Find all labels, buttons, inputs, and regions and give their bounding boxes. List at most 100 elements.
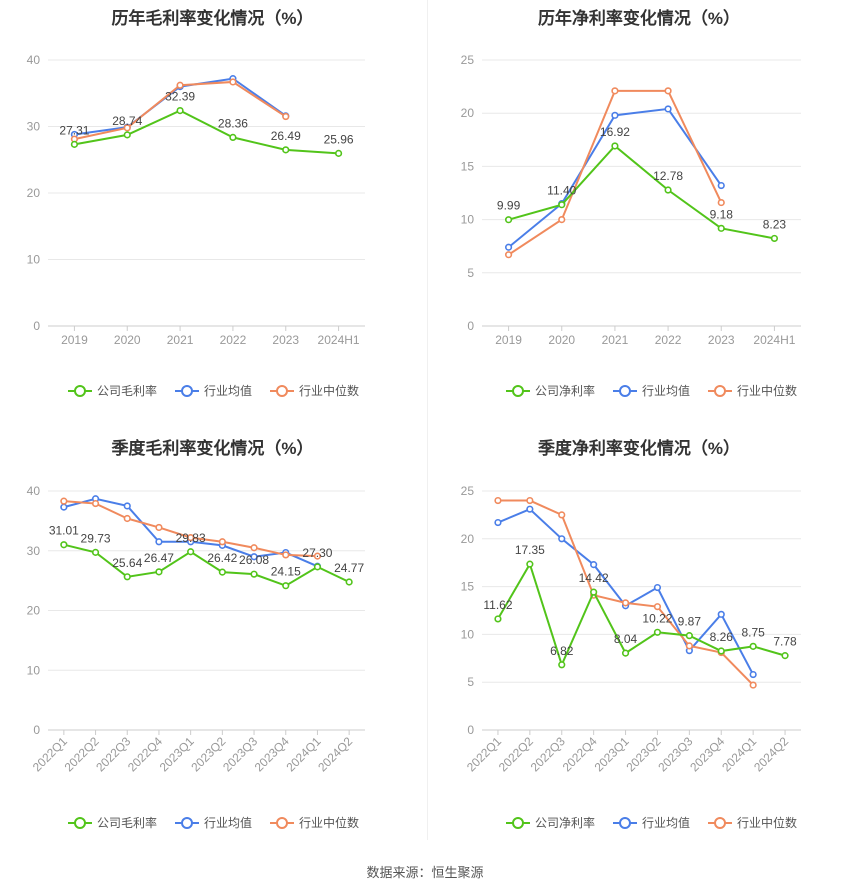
data-label: 11.40 [547, 184, 576, 198]
data-point [717, 181, 725, 190]
data-label: 25.64 [112, 556, 142, 570]
x-tick-label: 2023Q2 [623, 734, 663, 774]
data-point [91, 548, 100, 556]
legend-label: 行业中位数 [737, 383, 797, 398]
chart-quarterly-gross-margin: 0102030402022Q12022Q22022Q32022Q42023Q12… [27, 484, 365, 830]
x-tick-label: 2022 [655, 333, 682, 347]
y-tick-label: 5 [467, 266, 474, 280]
y-tick-label: 30 [27, 120, 41, 134]
data-point [526, 505, 534, 513]
chart-title: 历年毛利率变化情况（%） [111, 9, 314, 28]
x-tick-label: 2024H1 [318, 333, 360, 347]
data-point [345, 578, 353, 586]
data-point [685, 642, 693, 650]
y-tick-label: 0 [467, 723, 474, 737]
data-point [176, 81, 184, 89]
series-line [508, 144, 775, 240]
x-tick-label: 2022 [220, 333, 247, 347]
data-label: 9.87 [678, 615, 702, 629]
x-tick-label: 2019 [61, 333, 88, 347]
x-tick-label: 2022Q3 [528, 734, 568, 774]
data-point [717, 610, 725, 618]
data-point [621, 599, 630, 607]
data-label: 16.92 [600, 125, 630, 139]
panel-divider [427, 0, 428, 840]
y-tick-label: 20 [461, 106, 475, 120]
data-point [218, 568, 226, 576]
data-point [717, 224, 725, 232]
data-point [250, 553, 258, 561]
data-label: 24.15 [271, 565, 301, 579]
data-label: 32.39 [165, 90, 195, 104]
chart-annual-net-margin: 0 5 10 15 20 25 2019 2020 2021 2022 2023 2024H1 9.99… [461, 53, 801, 398]
data-point [717, 198, 725, 207]
data-point [250, 544, 258, 552]
x-tick-label: 2023Q1 [592, 734, 632, 774]
data-label: 17.35 [515, 543, 545, 557]
legend-label: 行业均值 [642, 815, 690, 830]
x-tick-label: 2022Q2 [496, 734, 536, 774]
legend-swatch-marker [276, 817, 288, 829]
data-point [282, 582, 290, 590]
data-point [334, 149, 343, 157]
data-point [504, 251, 513, 259]
data-point [282, 146, 290, 154]
legend-label: 公司毛利率 [97, 815, 157, 830]
x-tick-label: 2020 [548, 333, 575, 347]
data-point [558, 511, 566, 519]
data-point [653, 628, 662, 636]
data-label: 26.47 [144, 551, 174, 565]
data-point [187, 534, 195, 542]
data-label: 27.30 [302, 546, 332, 560]
legend-swatch-marker [619, 817, 631, 829]
data-label: 12.78 [653, 169, 683, 183]
data-point [123, 131, 131, 139]
data-point [218, 538, 226, 546]
data-label: 7.78 [773, 635, 797, 649]
data-point [250, 570, 258, 578]
data-point [611, 87, 619, 95]
data-point [123, 502, 131, 510]
legend-label: 行业均值 [204, 383, 252, 398]
data-label: 29.73 [81, 531, 111, 545]
data-point [621, 649, 630, 657]
data-label: 14.42 [579, 571, 609, 585]
data-point [590, 588, 598, 596]
data-point [749, 642, 757, 650]
y-tick-label: 40 [27, 484, 41, 498]
data-point [176, 107, 184, 115]
data-source-note: 数据来源：恒生聚源 [366, 865, 484, 880]
data-point [504, 216, 513, 224]
data-point [781, 652, 789, 660]
x-tick-label: 2021 [167, 333, 194, 347]
data-point [653, 603, 662, 611]
data-label: 26.08 [239, 553, 269, 567]
data-point [123, 514, 131, 523]
x-tick-label: 2023Q3 [655, 734, 695, 774]
data-point [123, 124, 131, 132]
data-label: 27.31 [59, 123, 89, 137]
y-tick-label: 5 [467, 675, 474, 689]
data-label: 9.18 [710, 207, 734, 221]
y-tick-label: 25 [461, 53, 475, 67]
data-point [60, 541, 68, 549]
data-point [282, 112, 290, 121]
data-point [155, 538, 163, 546]
x-tick-label: 2024Q2 [751, 734, 791, 774]
data-point [155, 568, 163, 576]
legend-swatch-marker [74, 817, 86, 829]
data-label: 11.62 [483, 598, 512, 612]
x-tick-label: 2022Q1 [464, 734, 504, 774]
data-point [70, 140, 79, 148]
data-label: 9.99 [497, 199, 521, 213]
data-point [155, 523, 163, 532]
y-tick-label: 0 [33, 319, 40, 333]
data-point [558, 216, 566, 224]
x-tick-label: 2020 [114, 333, 141, 347]
x-tick-label: 2022Q4 [560, 734, 600, 774]
data-point [282, 551, 290, 559]
data-label: 8.23 [763, 217, 787, 231]
chart-title: 季度毛利率变化情况（%） [111, 439, 314, 458]
y-tick-label: 10 [461, 213, 475, 227]
x-tick-label: 2024Q2 [315, 734, 355, 774]
